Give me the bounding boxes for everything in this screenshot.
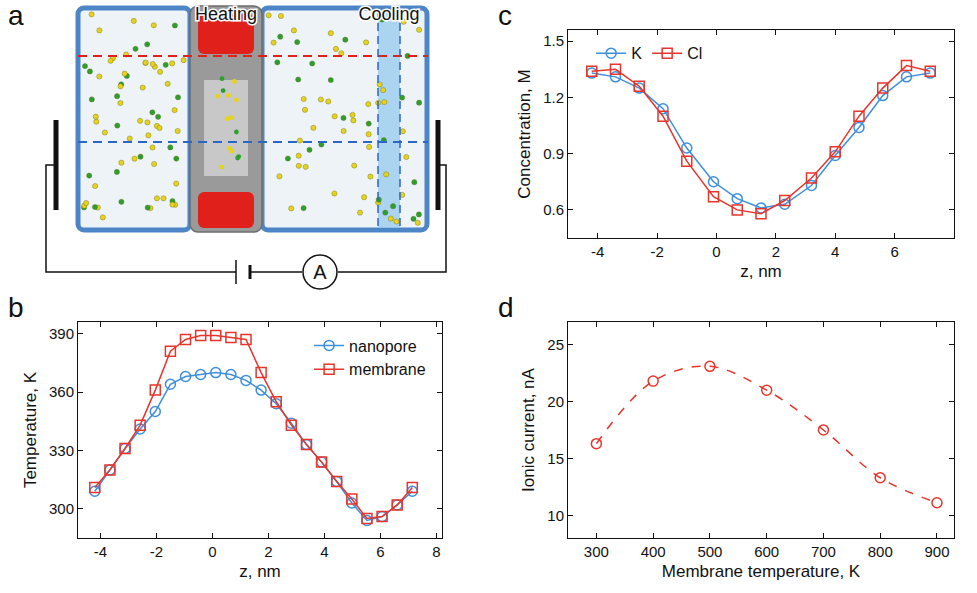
svg-text:500: 500 bbox=[697, 543, 722, 560]
svg-text:400: 400 bbox=[641, 543, 666, 560]
svg-text:Membrane temperature, K: Membrane temperature, K bbox=[662, 562, 861, 581]
svg-text:0.9: 0.9 bbox=[543, 145, 564, 162]
svg-text:600: 600 bbox=[754, 543, 779, 560]
svg-text:Cl: Cl bbox=[687, 45, 702, 62]
svg-text:0: 0 bbox=[208, 543, 216, 560]
svg-text:300: 300 bbox=[49, 500, 74, 517]
svg-text:15: 15 bbox=[547, 450, 564, 467]
svg-text:z, nm: z, nm bbox=[239, 562, 281, 581]
svg-text:A: A bbox=[313, 261, 327, 283]
svg-text:1.2: 1.2 bbox=[543, 89, 564, 106]
svg-text:nanopore: nanopore bbox=[349, 338, 417, 355]
svg-text:membrane: membrane bbox=[349, 361, 426, 378]
html-text:d: d bbox=[498, 292, 514, 323]
svg-text:4: 4 bbox=[320, 543, 328, 560]
svg-text:700: 700 bbox=[811, 543, 836, 560]
svg-text:Ionic current, nA: Ionic current, nA bbox=[519, 367, 538, 491]
html-text:a: a bbox=[8, 0, 24, 31]
svg-text:10: 10 bbox=[547, 507, 564, 524]
svg-text:6: 6 bbox=[376, 543, 384, 560]
svg-text:8: 8 bbox=[432, 543, 440, 560]
svg-text:2: 2 bbox=[772, 243, 780, 260]
svg-text:-2: -2 bbox=[650, 243, 663, 260]
svg-text:-4: -4 bbox=[94, 543, 107, 560]
svg-text:K: K bbox=[631, 45, 642, 62]
html-text:b: b bbox=[8, 292, 24, 323]
svg-text:20: 20 bbox=[547, 393, 564, 410]
svg-text:1.5: 1.5 bbox=[543, 32, 564, 49]
svg-text:Heating: Heating bbox=[195, 4, 257, 24]
svg-text:900: 900 bbox=[924, 543, 949, 560]
svg-text:390: 390 bbox=[49, 325, 74, 342]
svg-text:6: 6 bbox=[890, 243, 898, 260]
svg-text:360: 360 bbox=[49, 383, 74, 400]
svg-text:-2: -2 bbox=[150, 543, 163, 560]
svg-text:25: 25 bbox=[547, 336, 564, 353]
svg-text:Concentration, M: Concentration, M bbox=[515, 69, 534, 198]
svg-text:2: 2 bbox=[264, 543, 272, 560]
svg-text:330: 330 bbox=[49, 442, 74, 459]
svg-text:z, nm: z, nm bbox=[740, 262, 782, 281]
svg-text:-4: -4 bbox=[591, 243, 604, 260]
svg-text:800: 800 bbox=[868, 543, 893, 560]
svg-text:Temperature, K: Temperature, K bbox=[21, 371, 40, 488]
svg-text:0: 0 bbox=[712, 243, 720, 260]
svg-text:300: 300 bbox=[584, 543, 609, 560]
html-text:c: c bbox=[498, 0, 512, 31]
svg-text:Cooling: Cooling bbox=[358, 4, 419, 24]
svg-text:0.6: 0.6 bbox=[543, 201, 564, 218]
svg-text:4: 4 bbox=[831, 243, 839, 260]
